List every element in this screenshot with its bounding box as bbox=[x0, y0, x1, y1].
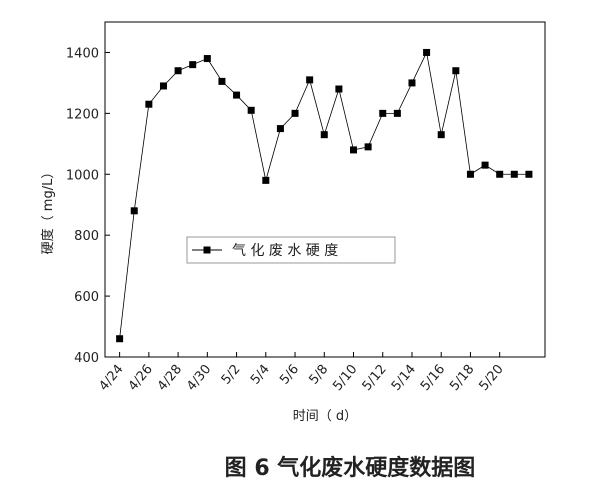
y-tick-label: 600 bbox=[74, 290, 99, 305]
x-tick-label: 4/30 bbox=[184, 362, 214, 394]
x-tick-label: 4/24 bbox=[96, 362, 126, 394]
data-point bbox=[452, 67, 460, 75]
data-point bbox=[496, 170, 504, 178]
x-tick-label: 5/6 bbox=[277, 362, 302, 388]
data-point bbox=[466, 170, 474, 178]
x-tick-label: 5/10 bbox=[330, 362, 360, 394]
data-point bbox=[218, 77, 226, 85]
x-tick-label: 5/20 bbox=[476, 362, 506, 394]
legend-label: 气 化 废 水 硬 度 bbox=[232, 243, 338, 259]
data-point bbox=[408, 79, 416, 87]
legend-marker bbox=[203, 246, 211, 254]
data-point bbox=[276, 125, 284, 133]
data-point bbox=[379, 109, 387, 117]
data-point bbox=[130, 207, 138, 215]
data-point bbox=[335, 85, 343, 93]
x-tick-label: 5/2 bbox=[219, 362, 244, 388]
data-point bbox=[437, 131, 445, 139]
data-point bbox=[510, 170, 518, 178]
x-tick-label: 4/26 bbox=[126, 362, 156, 394]
data-point bbox=[145, 100, 153, 108]
y-axis-label: 硬度（ mg/L） bbox=[40, 166, 56, 255]
y-tick-label: 1400 bbox=[66, 46, 99, 61]
y-tick-label: 1000 bbox=[66, 168, 99, 183]
y-tick-label: 400 bbox=[74, 351, 99, 366]
x-tick-label: 5/14 bbox=[389, 362, 419, 394]
data-point bbox=[481, 161, 489, 169]
data-point bbox=[393, 109, 401, 117]
x-tick-label: 4/28 bbox=[155, 362, 185, 394]
data-point bbox=[174, 67, 182, 75]
y-tick-label: 1200 bbox=[66, 107, 99, 122]
x-tick-label: 5/16 bbox=[418, 362, 448, 394]
series-line bbox=[119, 51, 529, 339]
x-tick-label: 5/8 bbox=[306, 362, 331, 388]
data-point bbox=[247, 106, 255, 114]
data-point bbox=[350, 146, 358, 154]
data-point bbox=[364, 143, 372, 151]
data-point bbox=[320, 131, 328, 139]
plot-frame bbox=[104, 21, 546, 358]
x-tick-label: 5/4 bbox=[248, 362, 273, 388]
x-tick-label: 5/12 bbox=[360, 362, 390, 394]
data-point bbox=[262, 176, 270, 184]
data-point bbox=[159, 82, 167, 90]
y-tick-label: 800 bbox=[74, 229, 99, 244]
x-tick-label: 5/18 bbox=[447, 362, 477, 394]
data-point bbox=[116, 335, 124, 343]
data-point bbox=[203, 55, 211, 63]
data-point bbox=[233, 91, 241, 99]
data-point bbox=[189, 61, 197, 69]
data-point bbox=[291, 109, 299, 117]
data-point bbox=[306, 76, 314, 84]
caption: 图 6 气化废水硬度数据图 bbox=[225, 455, 476, 481]
x-axis-label: 时间（ d） bbox=[293, 409, 357, 424]
data-point bbox=[525, 170, 533, 178]
data-point bbox=[423, 48, 431, 56]
